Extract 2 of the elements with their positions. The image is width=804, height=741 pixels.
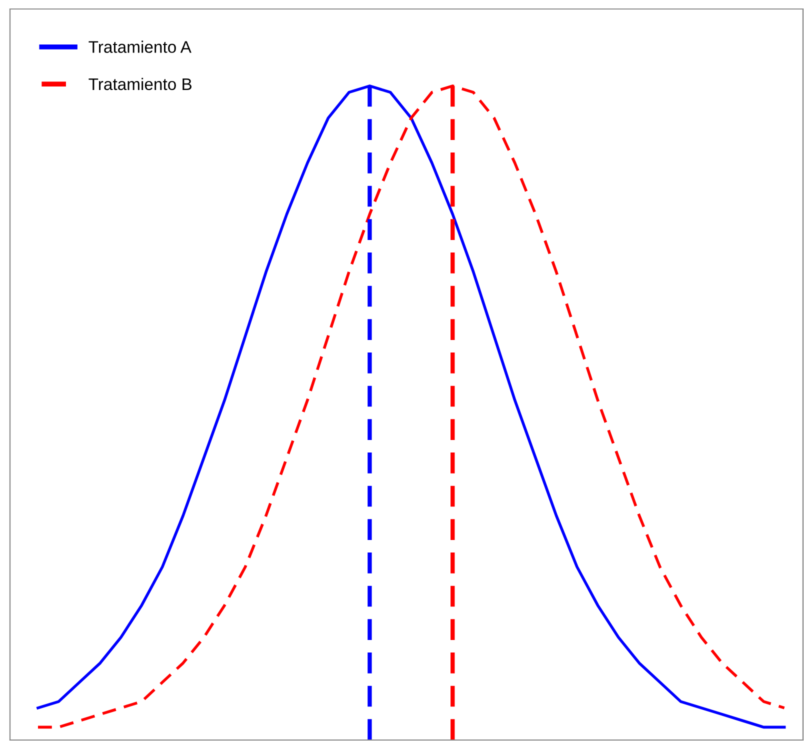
legend-label: Tratamiento A [88,40,192,53]
legend-label: Tratamiento B [88,78,192,90]
